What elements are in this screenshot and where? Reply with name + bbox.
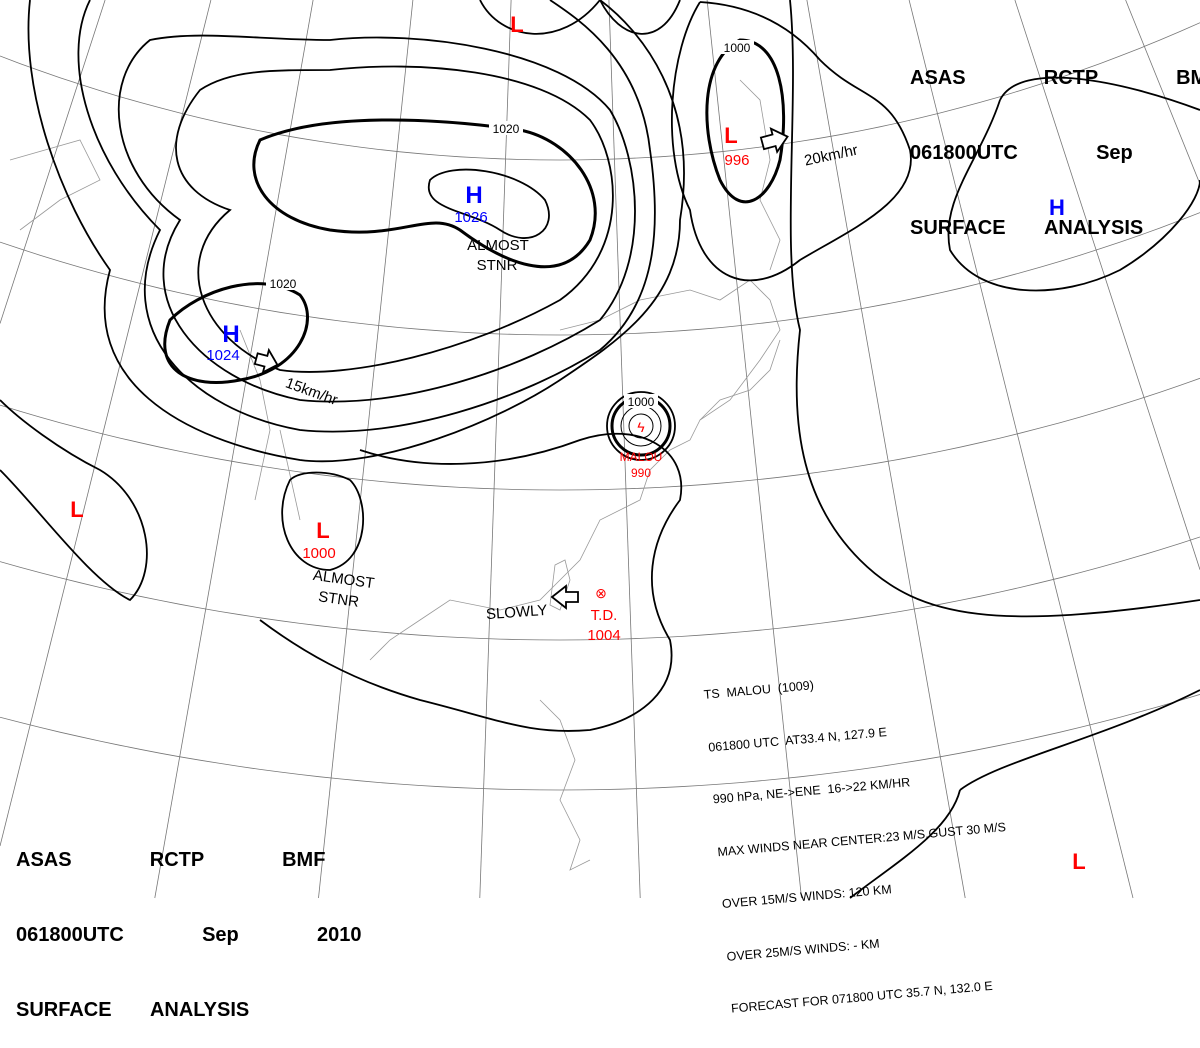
motion-speed: 15km/hr xyxy=(283,375,340,410)
longitude-line xyxy=(908,0,1134,899)
longitude-line xyxy=(706,0,802,899)
isobars xyxy=(0,0,1200,899)
surface-analysis-map: 1020 1020 1000 1000 H 1026 ALMOST STNR H… xyxy=(0,0,1200,1021)
latitude-line xyxy=(0,536,1200,641)
typhoon-pressure: 990 xyxy=(631,466,651,480)
coastlines xyxy=(9,79,781,871)
high-symbol: H xyxy=(222,321,239,348)
high-symbol: H xyxy=(465,182,482,209)
info-line: 990 hPa, NE->ENE 16->22 KM/HR xyxy=(712,775,911,807)
low-symbol: L xyxy=(724,123,737,148)
low-symbol: L xyxy=(510,12,523,37)
typhoon-name: MALOU xyxy=(620,450,663,464)
latitude-line xyxy=(0,377,1200,491)
td-label: T.D. xyxy=(591,607,618,624)
header-line: ASAS RCTP BMF xyxy=(910,67,1200,89)
low-symbol: L xyxy=(1072,849,1085,874)
latitude-line xyxy=(0,22,1200,161)
arrow-west-icon xyxy=(550,584,579,610)
longitude-line xyxy=(479,0,512,899)
typhoon-info-box: TS MALOU (1009) 061800 UTC AT33.4 N, 127… xyxy=(700,627,1022,1036)
latitude-line xyxy=(0,694,1200,791)
info-line: MAX WINDS NEAR CENTER:23 M/S,GUST 30 M/S xyxy=(716,819,1007,859)
motion-speed: 20km/hr xyxy=(803,142,860,170)
high-pressure: 1024 xyxy=(206,347,239,364)
header-line: 061800UTC Sep 2010 xyxy=(16,924,362,946)
longitude-line xyxy=(1125,0,1200,185)
header-top: ASAS RCTP BMF 061800UTC Sep 2010 SURFACE… xyxy=(910,16,1200,266)
longitude-line xyxy=(0,0,106,324)
info-line: OVER 25M/S WINDS: - KM xyxy=(726,935,881,964)
graticule xyxy=(0,0,1200,899)
longitude-line xyxy=(318,0,414,899)
tropical-depression-icon: ⊗ xyxy=(595,585,607,601)
info-line: FORECAST FOR 071800 UTC 35.7 N, 132.0 E xyxy=(730,978,994,1016)
low-symbol: L xyxy=(316,518,329,543)
high-symbol: H xyxy=(1049,195,1065,220)
longitude-line xyxy=(806,0,966,899)
arrow-east-icon xyxy=(759,127,789,154)
arrow-east-icon xyxy=(253,347,279,375)
header-line: SURFACE ANALYSIS xyxy=(16,999,250,1021)
typhoon-isobar-label: 1000 xyxy=(628,395,655,409)
td-pressure: 1004 xyxy=(587,627,620,644)
info-line: OVER 15M/S WINDS: 120 KM xyxy=(721,882,893,912)
longitude-line xyxy=(1014,0,1200,570)
isobar-label: 1020 xyxy=(270,277,297,291)
high-note: ALMOST xyxy=(467,237,529,254)
low-note: STNR xyxy=(317,588,360,611)
info-line: 061800 UTC AT33.4 N, 127.9 E xyxy=(707,724,888,755)
info-line: TS MALOU (1009) xyxy=(703,678,815,702)
header-line: ASAS RCTP BMF xyxy=(16,849,326,871)
isobar-labels: 1020 1020 1000 1000 xyxy=(266,40,754,409)
motion-arrows xyxy=(253,127,789,610)
td-motion: SLOWLY xyxy=(485,602,547,623)
low-pressure: 996 xyxy=(724,152,749,169)
low-symbol: L xyxy=(70,497,83,522)
isobar-label: 1000 xyxy=(724,41,751,55)
map-canvas: 1020 1020 1000 1000 H 1026 ALMOST STNR H… xyxy=(0,0,1200,899)
high-pressure: 1026 xyxy=(454,209,487,226)
header-bottom: ASAS RCTP BMF 061800UTC Sep 2010 SURFACE… xyxy=(16,798,361,1048)
typhoon-icon: ϟ xyxy=(637,419,645,435)
low-pressure: 1000 xyxy=(302,545,335,562)
isobar-label: 1020 xyxy=(493,122,520,136)
pressure-systems: H 1026 ALMOST STNR H 1024 15km/hr H L L … xyxy=(70,12,1085,874)
high-note: STNR xyxy=(477,257,518,274)
header-line: SURFACE ANALYSIS xyxy=(910,217,1144,239)
header-line: 061800UTC Sep 2010 xyxy=(910,142,1133,164)
longitude-line xyxy=(154,0,314,899)
